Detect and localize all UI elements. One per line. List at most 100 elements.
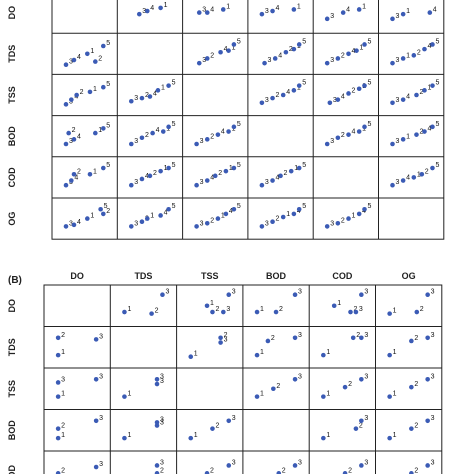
data-point	[400, 56, 406, 61]
data-point	[270, 219, 275, 225]
point-label: 2	[276, 383, 280, 390]
point-label: 1	[161, 84, 165, 91]
data-point	[291, 88, 297, 93]
data-point	[425, 377, 430, 382]
data-point	[335, 56, 341, 61]
point-label: 3	[69, 59, 73, 66]
data-point	[74, 92, 79, 98]
point-label: 2	[348, 467, 352, 474]
data-point	[63, 141, 69, 147]
point-label: 1	[393, 432, 397, 439]
point-label: 5	[368, 38, 372, 45]
data-point	[122, 394, 127, 399]
point-label: 3	[160, 378, 164, 385]
point-label: 3	[395, 57, 399, 64]
data-point	[362, 124, 367, 130]
column-label-bod: BOD	[266, 271, 287, 281]
data-point	[204, 178, 210, 183]
column-label-cod: COD	[332, 271, 353, 281]
point-label: 3	[364, 289, 368, 296]
point-label: 1	[393, 308, 397, 315]
point-label: 3	[69, 138, 73, 145]
data-point	[291, 7, 297, 12]
data-point	[226, 292, 232, 298]
point-label: 1	[90, 48, 94, 55]
point-label: 4	[77, 219, 81, 226]
point-label: 3	[160, 420, 164, 427]
data-point	[63, 102, 69, 107]
data-point	[93, 59, 98, 64]
data-point	[425, 292, 430, 298]
data-point	[296, 42, 302, 47]
data-point	[204, 471, 210, 474]
data-point	[270, 178, 275, 183]
data-point	[324, 60, 330, 66]
data-point	[93, 130, 98, 136]
point-label: 3	[134, 138, 138, 145]
data-point	[215, 132, 221, 137]
data-point	[387, 394, 392, 399]
point-label: 2	[341, 217, 345, 224]
data-point	[362, 83, 367, 88]
data-point	[101, 165, 106, 171]
data-point	[390, 100, 395, 106]
point-label: 4	[341, 94, 345, 101]
data-point	[350, 335, 356, 341]
point-label: 1	[93, 86, 97, 93]
point-label: 5	[172, 203, 176, 210]
point-label: 4	[276, 5, 280, 12]
data-point	[414, 92, 419, 98]
point-label: 4	[145, 173, 149, 180]
data-point	[270, 8, 275, 14]
data-point	[166, 124, 171, 130]
point-label: 3	[232, 459, 236, 466]
data-point	[147, 173, 153, 179]
data-point	[276, 471, 282, 474]
point-label: 2	[72, 127, 76, 134]
point-label: 2	[80, 89, 84, 96]
data-point	[122, 309, 127, 315]
point-label: 3	[200, 179, 204, 186]
data-point	[400, 97, 406, 102]
data-point	[226, 463, 232, 468]
row-label-od: OD	[7, 464, 17, 474]
data-point	[425, 418, 430, 424]
point-label: 5	[368, 203, 372, 210]
data-point	[218, 340, 223, 345]
data-point	[154, 377, 160, 382]
data-point	[430, 42, 435, 47]
point-label: 2	[215, 423, 219, 430]
data-point	[283, 49, 289, 55]
data-point	[291, 46, 297, 52]
data-point	[101, 126, 106, 131]
data-point	[359, 463, 364, 468]
point-label: 2	[276, 216, 280, 223]
data-point	[154, 423, 160, 428]
point-label: 2	[414, 381, 418, 388]
data-point	[340, 10, 346, 15]
row-label-tss: TSS	[7, 380, 17, 398]
data-point	[430, 124, 435, 130]
point-label: 2	[417, 49, 421, 56]
point-label: 3	[265, 220, 269, 227]
data-point	[204, 137, 210, 142]
data-point	[427, 10, 433, 15]
point-label: 2	[271, 335, 275, 342]
data-point	[71, 137, 77, 142]
data-point	[101, 211, 106, 217]
point-label: 5	[302, 203, 306, 210]
data-point	[144, 216, 150, 221]
point-label: 4	[224, 46, 228, 53]
data-point	[212, 173, 218, 179]
data-point	[63, 182, 69, 188]
data-point	[425, 463, 430, 468]
data-point	[154, 463, 160, 468]
point-label: 1	[406, 52, 410, 59]
data-point	[194, 182, 199, 188]
data-point	[254, 352, 260, 358]
point-label: 5	[302, 80, 306, 87]
data-point	[101, 84, 106, 90]
point-label: 4	[156, 127, 160, 134]
data-point	[359, 418, 364, 424]
data-point	[390, 182, 395, 188]
